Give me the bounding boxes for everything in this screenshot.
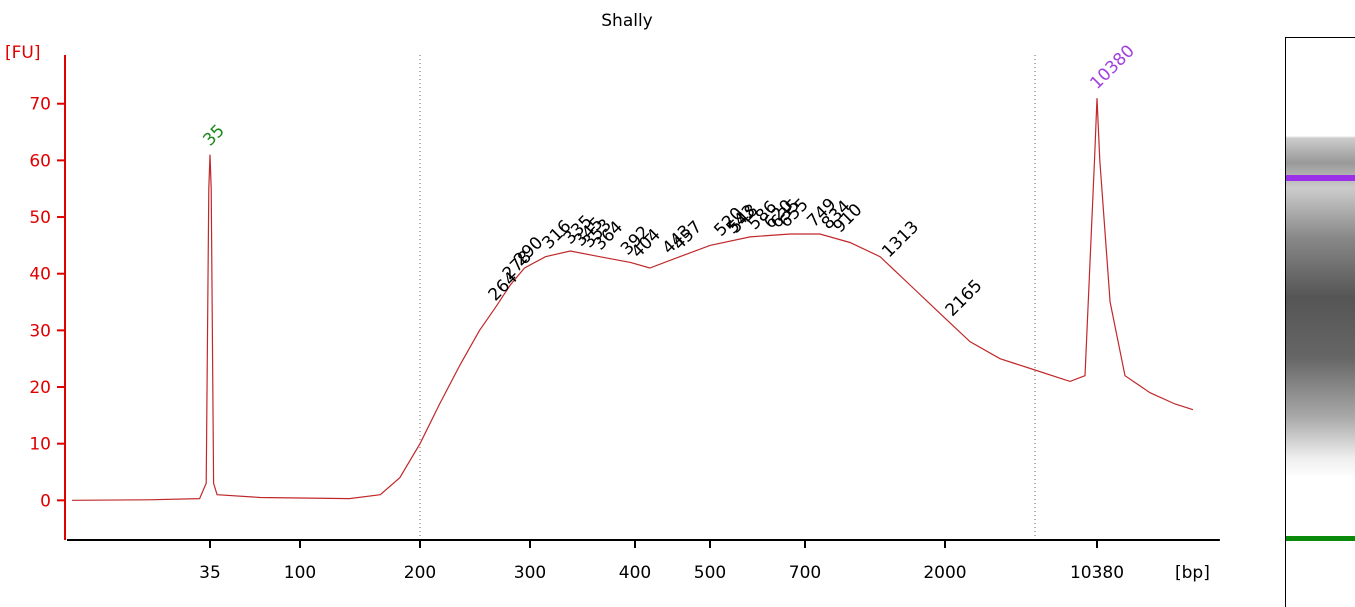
- y-tick-label: 70: [29, 95, 51, 115]
- marker-label: 10380: [1086, 41, 1138, 93]
- y-tick-label: 30: [29, 321, 51, 341]
- x-tick-label: 2000: [923, 563, 966, 583]
- lower-marker-band: [1286, 536, 1355, 541]
- x-tick-label: 100: [284, 563, 316, 583]
- y-tick-label: 0: [40, 491, 51, 511]
- upper-marker-band: [1286, 175, 1355, 181]
- x-tick-label: 400: [619, 563, 651, 583]
- y-tick-label: 50: [29, 208, 51, 228]
- region-label: 1313: [878, 217, 923, 262]
- y-axis-label: [FU]: [5, 43, 41, 63]
- y-tick-label: 60: [29, 151, 51, 171]
- gel-lane: [1285, 37, 1355, 607]
- x-axis-label: [bp]: [1175, 563, 1210, 583]
- x-tick-label: 35: [199, 563, 221, 583]
- region-label: 2165: [942, 276, 987, 321]
- y-tick-label: 10: [29, 435, 51, 455]
- x-tick-label: 700: [789, 563, 821, 583]
- x-tick-label: 500: [694, 563, 726, 583]
- chart-title: Shally: [601, 11, 653, 31]
- trace: [71, 98, 1194, 501]
- chart: Shally [FU] [bp] 0 10 20 30 40 50 60 70 35 100 200 30…: [5, 11, 1220, 583]
- x-tick-label: 10380: [1070, 563, 1124, 583]
- marker-label: 35: [199, 121, 228, 150]
- y-tick-label: 40: [29, 265, 51, 285]
- x-tick-label: 200: [404, 563, 436, 583]
- x-tick-label: 300: [514, 563, 546, 583]
- y-tick-label: 20: [29, 378, 51, 398]
